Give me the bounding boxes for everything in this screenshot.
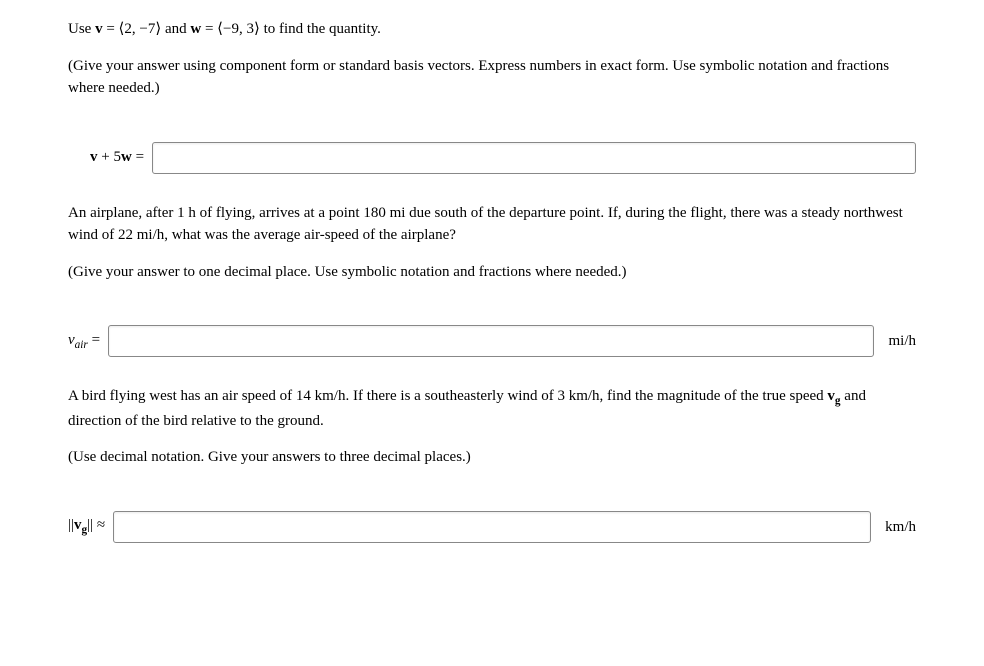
problem-text: Use v = ⟨2, −7⟩ and w = ⟨−9, 3⟩ to find … [68,18,916,100]
answer-row: vair = mi/h [68,325,916,357]
answer-row: ||vg|| ≈ km/h [68,511,916,543]
problem-statement: Use v = ⟨2, −7⟩ and w = ⟨−9, 3⟩ to find … [68,18,916,41]
problem-block-3: A bird flying west has an air speed of 1… [68,385,916,543]
answer-label: vair = [68,329,100,354]
answer-input[interactable] [152,142,916,174]
problem-block-1: Use v = ⟨2, −7⟩ and w = ⟨−9, 3⟩ to find … [68,18,916,174]
problem-instructions: (Give your answer to one decimal place. … [68,261,916,284]
problem-statement: A bird flying west has an air speed of 1… [68,385,916,432]
answer-label: v + 5w = [90,146,144,169]
answer-unit: mi/h [888,330,916,353]
problem-text: A bird flying west has an air speed of 1… [68,385,916,469]
answer-unit: km/h [885,516,916,539]
problem-statement: An airplane, after 1 h of flying, arrive… [68,202,916,247]
answer-input[interactable] [108,325,874,357]
problem-instructions: (Give your answer using component form o… [68,55,916,100]
answer-label: ||vg|| ≈ [68,514,105,539]
problem-instructions: (Use decimal notation. Give your answers… [68,446,916,469]
answer-row: v + 5w = [68,142,916,174]
problem-text: An airplane, after 1 h of flying, arrive… [68,202,916,284]
answer-input[interactable] [113,511,871,543]
problem-block-2: An airplane, after 1 h of flying, arrive… [68,202,916,358]
